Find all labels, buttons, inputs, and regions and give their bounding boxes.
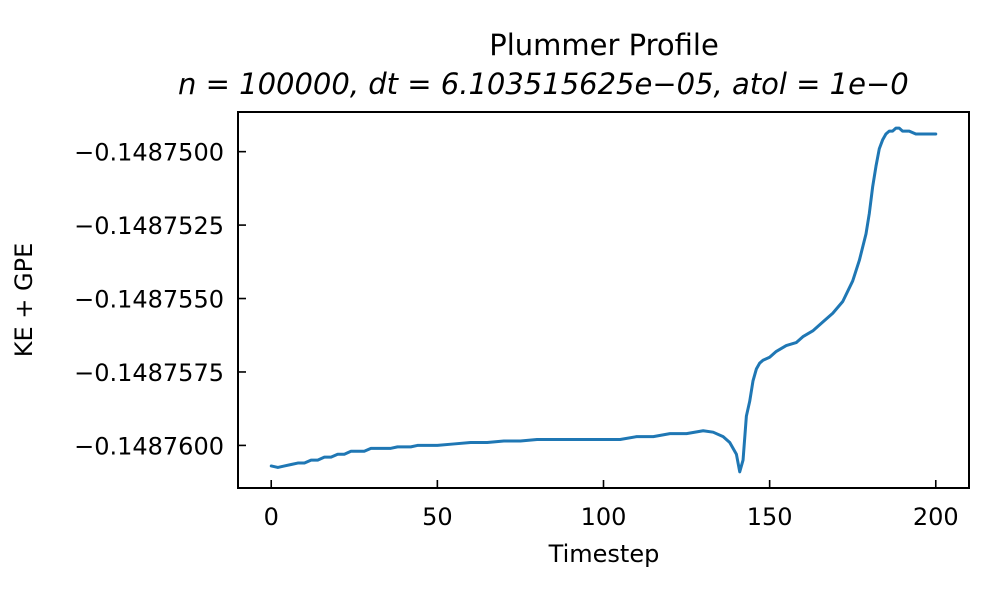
axes-frame [237, 111, 970, 489]
x-axis-label: Timestep [548, 540, 660, 568]
x-tick-label: 50 [422, 503, 453, 531]
y-axis-label: KE + GPE [10, 243, 38, 358]
y-tick-label: −0.1487600 [74, 432, 224, 460]
x-axis-ticks: 0 50 100 150 200 [264, 480, 959, 531]
x-tick-label: 200 [913, 503, 959, 531]
y-axis-ticks: −0.1487600 −0.1487575 −0.1487550 −0.1487525… [74, 139, 246, 460]
y-tick-label: −0.1487575 [74, 359, 224, 387]
x-tick-label: 100 [581, 503, 627, 531]
x-tick-label: 150 [747, 503, 793, 531]
x-tick-label: 0 [264, 503, 279, 531]
energy-series-line [269, 126, 938, 474]
y-tick-label: −0.1487525 [74, 212, 224, 240]
chart-title: Plummer Profile [489, 28, 719, 62]
y-tick-label: −0.1487500 [74, 139, 224, 167]
y-tick-label: −0.1487550 [74, 286, 224, 314]
plot-area: 0 50 100 150 200 −0.1487600−0.1487575−0.1487… [74, 111, 970, 531]
chart-subtitle: n = 100000, dt = 6.103515625e−05, atol =… [178, 67, 909, 101]
